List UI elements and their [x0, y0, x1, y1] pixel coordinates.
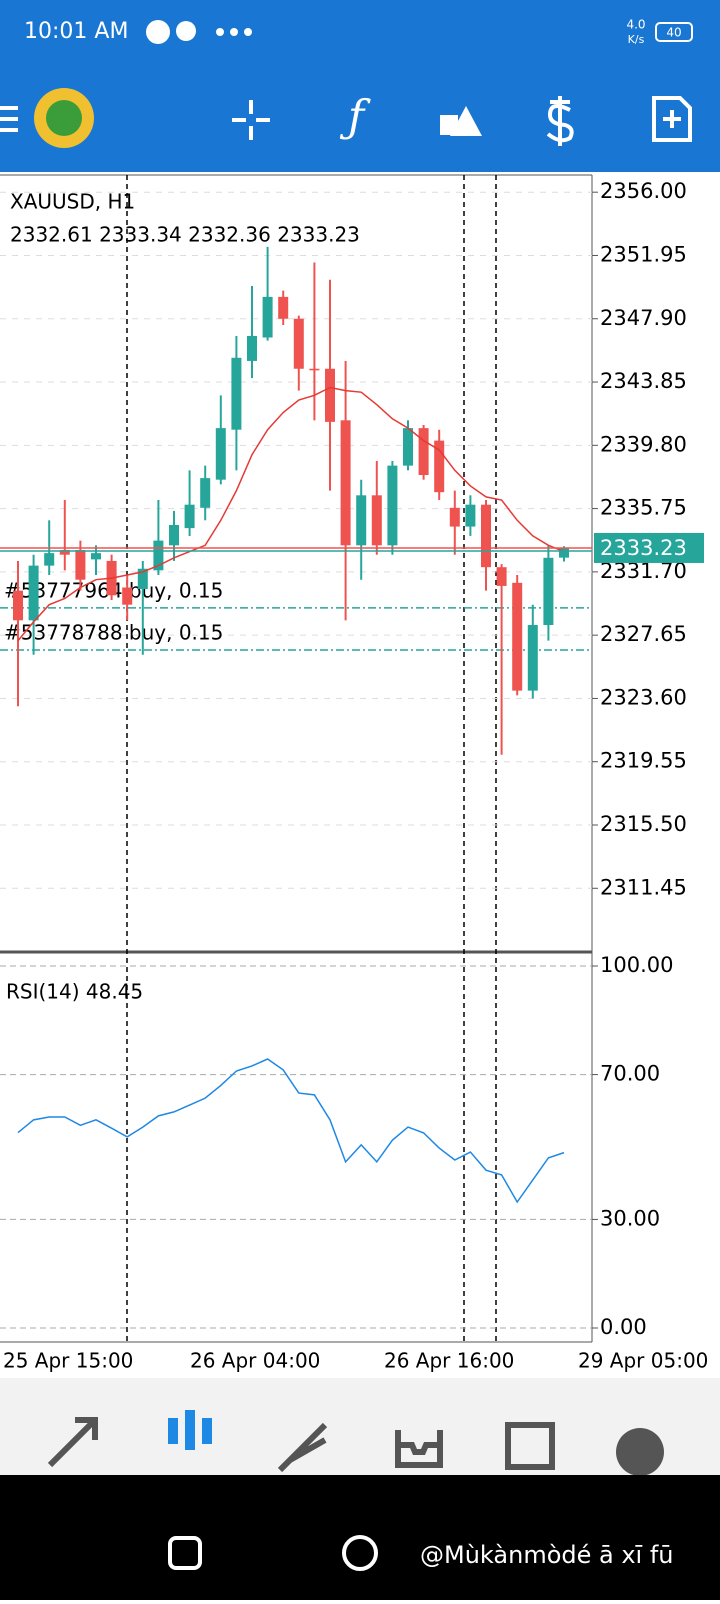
- candle-body: [325, 368, 335, 422]
- net-speed: 4.0: [626, 18, 645, 32]
- candle-body: [309, 368, 320, 371]
- order-label: #53778788 buy, 0.15: [4, 621, 223, 645]
- candle-body: [481, 504, 491, 568]
- y-tick-label: 2319.55: [600, 749, 687, 773]
- candle-body: [371, 495, 382, 546]
- candle-body: [340, 420, 351, 546]
- candle-body: [28, 565, 39, 621]
- price-tag-label: 2333.23: [600, 536, 687, 560]
- candle-body: [434, 440, 445, 493]
- candle-body: [247, 335, 257, 361]
- rsi-line: [17, 1058, 565, 1204]
- y-tick-label: 2327.65: [600, 622, 687, 646]
- y-tick-label: 2335.75: [600, 496, 687, 520]
- status-dots: [216, 28, 252, 36]
- net-unit: K/s: [628, 33, 645, 46]
- candle-body: [122, 587, 133, 605]
- bottom-nav: [0, 1378, 720, 1475]
- candle-body: [449, 507, 460, 527]
- candle-body: [496, 567, 507, 586]
- crosshair-icon[interactable]: [232, 100, 270, 140]
- candle-body: [200, 478, 211, 508]
- candle-body: [512, 582, 523, 691]
- nav-history[interactable]: [395, 1430, 443, 1468]
- battery: [655, 22, 693, 42]
- candle-body: [356, 495, 367, 546]
- candle-body: [91, 553, 101, 560]
- home-button[interactable]: [342, 1535, 378, 1571]
- candle-body: [231, 357, 242, 430]
- y-tick-label: 2347.90: [600, 306, 687, 330]
- candle-body: [13, 590, 23, 621]
- x-tick-label: 25 Apr 15:00: [3, 1349, 133, 1373]
- y-tick-label: 2315.50: [600, 812, 687, 836]
- recents-button[interactable]: [168, 1536, 202, 1570]
- y-tick-label: 70.00: [600, 1062, 660, 1086]
- candle-body: [59, 550, 70, 555]
- candle-body: [137, 568, 148, 590]
- x-tick-label: 26 Apr 16:00: [384, 1349, 514, 1373]
- header-bg: [0, 0, 720, 172]
- candle-body: [215, 428, 226, 480]
- y-tick-label: 2351.95: [600, 242, 687, 266]
- nav-news[interactable]: [505, 1422, 555, 1470]
- nav-quotes[interactable]: [47, 1417, 98, 1468]
- candle-body: [465, 504, 476, 527]
- candle-body: [559, 547, 569, 558]
- y-tick-label: 2339.80: [600, 432, 687, 456]
- candle-body: [262, 296, 273, 338]
- candle-body: [543, 557, 554, 625]
- y-tick-label: 100.00: [600, 953, 673, 977]
- y-tick-label: 2343.85: [600, 369, 687, 393]
- y-tick-label: 2356.00: [600, 179, 687, 203]
- status-time: 10:01 AM: [24, 19, 128, 44]
- ohlc-label: 2332.61 2333.34 2332.36 2333.23: [10, 223, 360, 247]
- candle-body: [75, 550, 86, 580]
- trade-icon[interactable]: [546, 96, 574, 146]
- nav-charts[interactable]: [168, 1410, 212, 1450]
- candle-body: [403, 428, 413, 466]
- candle-body: [387, 465, 398, 546]
- status-icon: [146, 20, 170, 44]
- nav-chat[interactable]: [616, 1428, 664, 1476]
- x-tick-label: 29 Apr 05:00: [578, 1349, 708, 1373]
- candle-body: [153, 540, 164, 571]
- candle-body: [278, 296, 289, 319]
- candle-body: [169, 525, 179, 546]
- y-tick-label: 2311.45: [600, 875, 687, 899]
- x-tick-label: 26 Apr 04:00: [190, 1349, 320, 1373]
- candle-body: [44, 553, 55, 566]
- y-tick-label: 0.00: [600, 1315, 647, 1339]
- period-separators: [126, 175, 497, 1342]
- objects-icon[interactable]: [440, 106, 482, 136]
- status-icon: [176, 21, 196, 41]
- candle-body: [418, 428, 429, 475]
- candle-body: [527, 625, 538, 691]
- candle-body: [184, 504, 195, 529]
- price-tag: [594, 532, 704, 563]
- menu-icon[interactable]: [0, 106, 18, 132]
- watermark: @Mùkànmòdé ā xī fū: [420, 1541, 674, 1569]
- symbol-label: XAUUSD, H1: [10, 190, 135, 214]
- nav-trade[interactable]: [277, 1422, 328, 1473]
- battery-level: 40: [666, 26, 681, 40]
- moving-average: [17, 386, 565, 642]
- new-order-icon[interactable]: [652, 96, 692, 142]
- y-tick-label: 30.00: [600, 1206, 660, 1230]
- candle-body: [293, 318, 304, 369]
- y-tick-label: 2323.60: [600, 685, 687, 709]
- rsi-label: RSI(14) 48.45: [6, 980, 143, 1004]
